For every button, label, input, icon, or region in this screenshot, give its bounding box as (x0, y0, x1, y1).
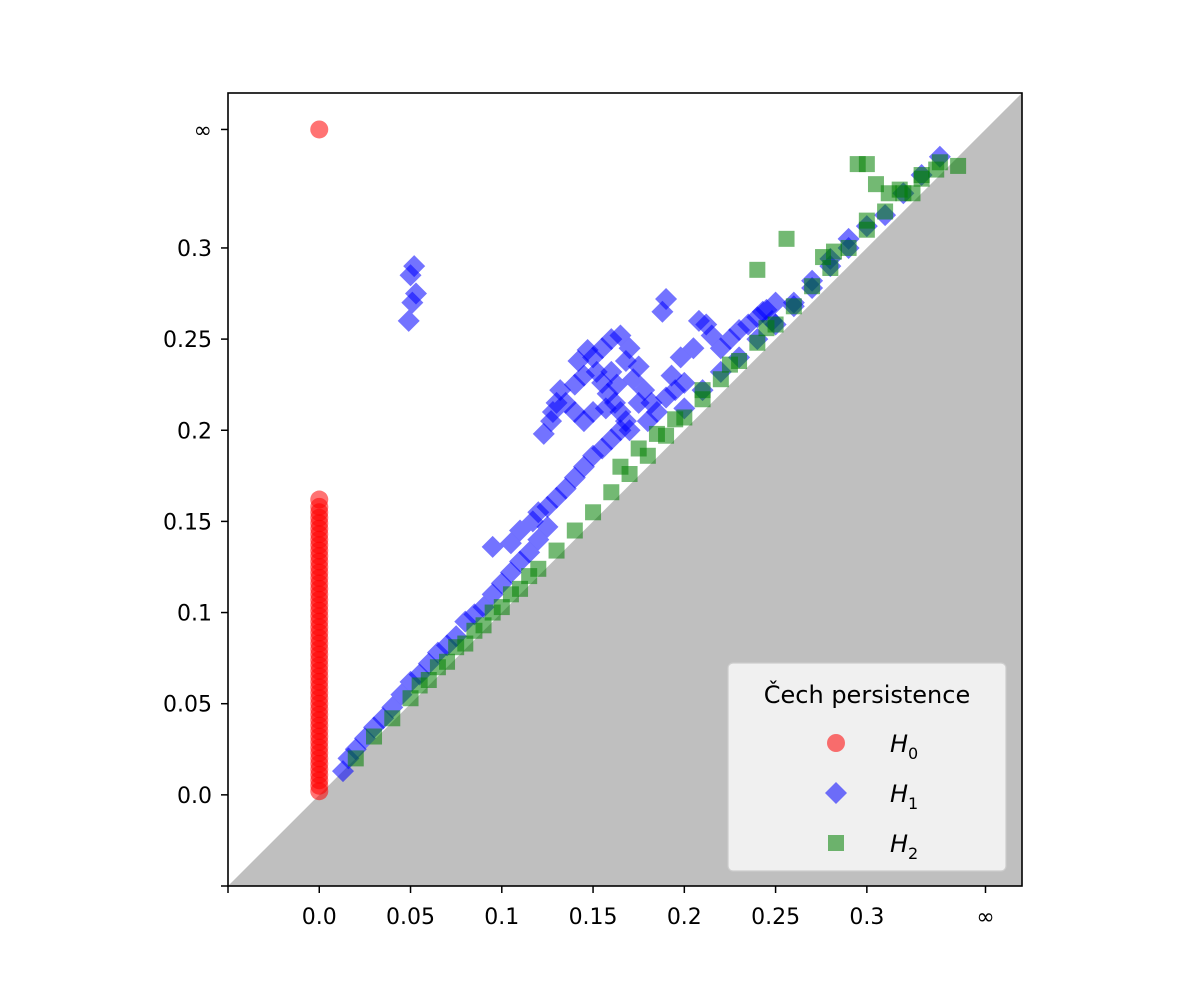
legend-label-h2: H2 (890, 830, 918, 863)
h2-point (749, 261, 766, 278)
h2-point (448, 639, 465, 656)
h1-point (401, 291, 424, 314)
h2-point (804, 278, 821, 295)
legend-label-h0: H0 (890, 730, 918, 763)
h2-point (347, 750, 364, 767)
h1-point (605, 373, 628, 396)
y-tick-label: 0.3 (177, 237, 212, 262)
h2-point (694, 382, 711, 399)
legend-marker-h1 (825, 782, 847, 804)
h2-point (648, 425, 665, 442)
h2-point (758, 320, 775, 337)
h2-point (822, 260, 839, 277)
h1-point (655, 287, 678, 310)
h2-point (913, 167, 930, 184)
y-tick-label: 0.25 (163, 328, 212, 353)
h2-point (612, 458, 629, 475)
h2-point (721, 356, 738, 373)
h2-point (895, 185, 912, 202)
h1-point (403, 255, 426, 278)
legend-title: Čech persistence (764, 679, 970, 709)
legend-marker-h2 (828, 835, 844, 851)
y-tick-label: 0.0 (177, 784, 212, 809)
y-tick-label: 0.2 (177, 419, 212, 444)
h2-point (950, 157, 967, 174)
x-tick-label: 0.0 (302, 905, 337, 930)
legend-label-subscript: 0 (908, 744, 918, 763)
legend-label-subscript: 1 (908, 794, 918, 813)
legend-label-h1: H1 (890, 780, 918, 813)
legend-label-subscript: 2 (908, 844, 918, 863)
h2-point (521, 568, 538, 585)
h1-point (499, 532, 522, 555)
x-tick-label: 0.1 (484, 905, 519, 930)
h0-point (310, 120, 329, 139)
h1-point (618, 419, 641, 442)
h2-point (825, 243, 842, 260)
h1-point (660, 364, 683, 387)
h0-point (310, 782, 329, 801)
series-h0 (310, 120, 329, 801)
x-tick-label: ∞ (976, 905, 994, 930)
h2-point (585, 504, 602, 521)
h2-point (931, 154, 948, 171)
y-tick-label: 0.05 (163, 693, 212, 718)
legend-label-letter: H (890, 780, 908, 808)
series-h2 (347, 154, 967, 767)
h2-point (877, 203, 894, 220)
x-axis: 0.0 0.05 0.1 0.15 0.2 0.25 0.3 ∞ (227, 886, 995, 930)
x-tick-label: 0.3 (849, 905, 884, 930)
h2-point (548, 542, 565, 559)
h2-point (502, 586, 519, 603)
h2-point (712, 371, 729, 388)
h2-point (858, 221, 875, 238)
h2-point (466, 622, 483, 639)
h2-point (630, 440, 647, 457)
h2-point (429, 659, 446, 676)
y-tick-label: 0.1 (177, 602, 212, 627)
h2-point (603, 484, 620, 501)
h1-point (554, 391, 577, 414)
h2-point (858, 156, 875, 173)
h1-point (645, 401, 668, 424)
axes-frame (227, 92, 1023, 887)
x-tick-label: 0.15 (569, 905, 618, 930)
h1-point (627, 391, 650, 414)
h2-point (867, 176, 884, 193)
y-tick-label: ∞ (194, 118, 212, 143)
h2-point (484, 604, 501, 621)
h1-point (521, 510, 544, 533)
x-tick-label: 0.25 (751, 905, 800, 930)
legend-label-letter: H (890, 830, 908, 858)
h2-point (411, 677, 428, 694)
data-points (310, 120, 967, 801)
y-tick-label: 0.15 (163, 510, 212, 535)
h1-point (397, 309, 420, 332)
h1-point (499, 561, 522, 584)
h2-point (566, 522, 583, 539)
h2-point (778, 230, 795, 247)
x-tick-label: 0.2 (667, 905, 702, 930)
h2-point (840, 239, 857, 256)
legend-box (727, 662, 1007, 872)
x-tick-label: 0.05 (386, 905, 435, 930)
h2-point (402, 690, 419, 707)
legend-marker-h0 (827, 734, 845, 752)
legend-label-letter: H (890, 730, 908, 758)
h2-point (366, 728, 383, 745)
h2-point (785, 298, 802, 315)
h1-point (481, 535, 504, 558)
h2-point (384, 710, 401, 727)
h2-point (749, 334, 766, 351)
y-axis: 0.0 0.05 0.1 0.15 0.2 0.25 0.3 ∞ (163, 118, 228, 887)
h2-point (667, 411, 684, 428)
h1-point (669, 346, 692, 369)
